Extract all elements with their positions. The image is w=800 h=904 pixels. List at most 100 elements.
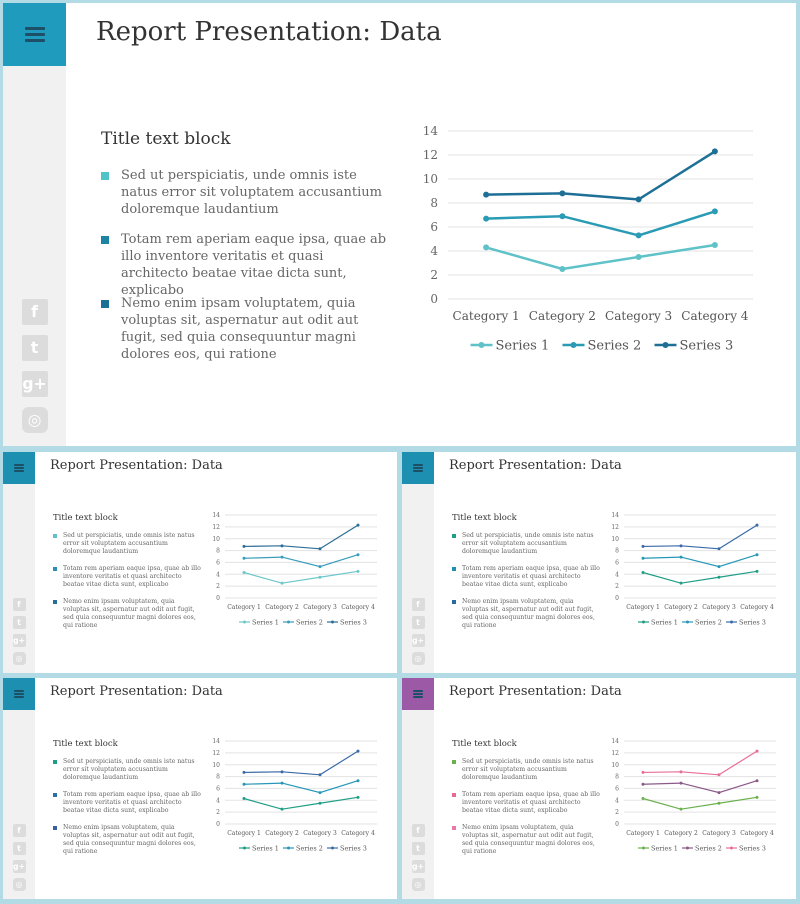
twitter-icon[interactable]: t (411, 842, 425, 855)
legend-marker (243, 846, 246, 850)
facebook-icon[interactable]: f (411, 824, 425, 837)
data-point (559, 213, 566, 220)
facebook-icon[interactable]: f (21, 299, 48, 325)
data-point (242, 571, 246, 575)
menu-button[interactable] (3, 678, 35, 710)
legend-label: Series 3 (739, 844, 766, 852)
google-plus-icon[interactable]: g+ (21, 371, 48, 397)
y-tick-label: 8 (216, 774, 220, 781)
instagram-icon[interactable]: ◎ (12, 652, 26, 665)
bullet-text: Nemo enim ipsam voluptatem, quia volupta… (63, 598, 196, 630)
bullet-item: Sed ut perspiciatis, unde omnis iste nat… (101, 168, 393, 232)
data-point (755, 553, 759, 557)
twitter-icon[interactable]: t (12, 842, 26, 855)
bullet-text: Nemo enim ipsam voluptatem, quia volupta… (462, 598, 595, 630)
social-icons: f t g+ ◎ (402, 824, 434, 896)
data-point (717, 773, 721, 777)
y-tick-label: 6 (216, 560, 220, 567)
bullet-square-icon (452, 566, 456, 571)
menu-button[interactable] (402, 678, 434, 710)
series-line-1 (485, 243, 716, 271)
google-plus-icon[interactable]: g+ (12, 634, 26, 647)
twitter-icon[interactable]: t (21, 335, 48, 361)
series-line-3 (243, 524, 359, 550)
series-line-1 (243, 570, 359, 584)
y-tick-label: 8 (615, 774, 619, 781)
menu-button[interactable] (3, 3, 66, 66)
slide-thumbnail-2[interactable]: Report Presentation: Data Title text bloc… (402, 452, 796, 673)
slide-thumbnail-4[interactable]: Report Presentation: Data Title text bloc… (402, 678, 796, 899)
page-title: Report Presentation: Data (50, 458, 223, 473)
legend-label: Series 1 (496, 339, 550, 354)
social-icons: f t g+ ◎ (3, 598, 35, 670)
bullet-text: Totam rem aperiam eaque ipsa, quae ab il… (462, 791, 600, 815)
x-tick-label: Category 1 (626, 604, 660, 611)
legend-label: Series 3 (340, 844, 367, 852)
data-point (280, 581, 284, 585)
data-point (242, 770, 246, 774)
x-tick-label: Category 4 (740, 830, 774, 837)
y-tick-label: 0 (615, 595, 619, 602)
instagram-icon[interactable]: ◎ (21, 407, 48, 433)
y-tick-label: 14 (423, 124, 439, 138)
social-icons: f t g+ ◎ (3, 824, 35, 896)
x-tick-label: Category 3 (702, 604, 736, 611)
bullet-item: Totam rem aperiam eaque ipsa, quae ab il… (101, 232, 393, 298)
y-tick-label: 4 (216, 797, 220, 804)
instagram-icon[interactable]: ◎ (12, 878, 26, 891)
bullet-item: Nemo enim ipsam voluptatem, quia volupta… (452, 598, 600, 631)
data-point (242, 782, 246, 786)
legend-marker (642, 620, 645, 624)
data-point (483, 191, 490, 198)
legend-label: Series 2 (296, 844, 323, 852)
data-point (356, 569, 360, 573)
bullet-square-icon (53, 825, 57, 830)
legend-marker (243, 620, 246, 624)
facebook-icon[interactable]: f (12, 598, 26, 611)
data-point (717, 791, 721, 795)
facebook-icon[interactable]: f (411, 598, 425, 611)
legend-marker (287, 620, 290, 624)
data-point (641, 797, 645, 801)
block-title: Title text block (452, 513, 517, 523)
y-tick-label: 14 (212, 738, 220, 745)
slide-thumbnail-3[interactable]: Report Presentation: Data Title text bloc… (3, 678, 397, 899)
bullet-list: Sed ut perspiciatis, unde omnis iste nat… (101, 168, 393, 362)
page-title: Report Presentation: Data (449, 458, 622, 473)
bullet-text: Nemo enim ipsam voluptatem, quia volupta… (63, 824, 196, 856)
data-point (679, 807, 683, 811)
y-tick-label: 14 (212, 512, 220, 519)
twitter-icon[interactable]: t (411, 616, 425, 629)
twitter-icon[interactable]: t (12, 616, 26, 629)
menu-button[interactable] (402, 452, 434, 484)
bullet-square-icon (452, 599, 456, 604)
bullet-item: Sed ut perspiciatis, unde omnis iste nat… (452, 758, 600, 791)
bullet-square-icon (452, 533, 456, 538)
page-title: Report Presentation: Data (449, 684, 622, 699)
data-point (635, 254, 642, 260)
data-point (483, 244, 490, 251)
x-tick-label: Category 3 (303, 830, 337, 837)
y-tick-label: 4 (615, 797, 619, 804)
data-point (356, 553, 360, 557)
block-title: Title text block (53, 739, 118, 749)
y-tick-label: 8 (216, 548, 220, 555)
legend-marker (686, 846, 689, 850)
data-point (717, 547, 721, 551)
google-plus-icon[interactable]: g+ (411, 634, 425, 647)
facebook-icon[interactable]: f (12, 824, 26, 837)
menu-button[interactable] (3, 452, 35, 484)
bullet-list: Sed ut perspiciatis, unde omnis iste nat… (53, 758, 201, 857)
instagram-icon[interactable]: ◎ (411, 878, 425, 891)
series-line-3 (642, 750, 758, 776)
bullet-text: Sed ut perspiciatis, unde omnis iste nat… (462, 758, 594, 782)
bullet-square-icon (452, 792, 456, 797)
slide-thumbnail-1[interactable]: Report Presentation: Data Title text bloc… (3, 452, 397, 673)
bullet-item: Nemo enim ipsam voluptatem, quia volupta… (101, 296, 393, 362)
y-tick-label: 4 (615, 571, 619, 578)
data-point (679, 544, 683, 548)
data-point (280, 770, 284, 774)
google-plus-icon[interactable]: g+ (411, 860, 425, 873)
google-plus-icon[interactable]: g+ (12, 860, 26, 873)
instagram-icon[interactable]: ◎ (411, 652, 425, 665)
